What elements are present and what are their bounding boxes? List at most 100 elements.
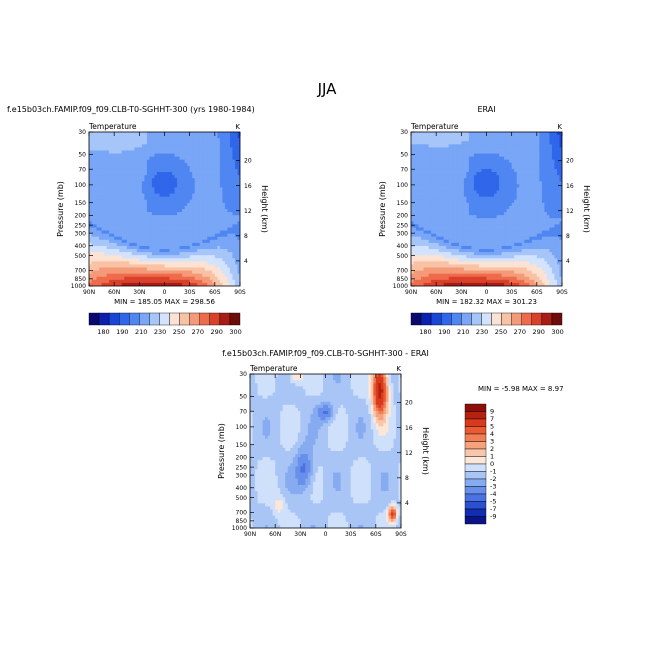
heatmap-cell [91, 258, 95, 262]
heatmap-cell [159, 239, 163, 244]
heatmap-cell [111, 138, 115, 142]
heatmap-cell [167, 138, 171, 142]
heatmap-cell [126, 227, 130, 232]
heatmap-cell [514, 193, 518, 198]
heatmap-cell [187, 245, 191, 250]
heatmap-cell [549, 159, 553, 164]
heatmap-cell [89, 258, 93, 262]
heatmap-cells [411, 132, 562, 286]
heatmap-cell [504, 202, 508, 207]
heatmap-cell [426, 202, 430, 207]
heatmap-cell [556, 193, 561, 198]
heatmap-cell [536, 209, 540, 213]
heatmap-cell [423, 141, 427, 145]
heatmap-cell [91, 224, 95, 229]
heatmap-cell [468, 153, 472, 158]
heatmap-cell [421, 153, 425, 158]
heatmap-cell [116, 156, 120, 161]
heatmap-cell [109, 282, 113, 286]
heatmap-cell [217, 215, 221, 219]
heatmap-cell [199, 147, 203, 152]
heatmap-cell [551, 135, 556, 139]
heatmap-cell [124, 221, 128, 225]
heatmap-cell [476, 202, 480, 207]
heatmap-cell [164, 224, 168, 229]
heatmap-cell [426, 212, 430, 216]
heatmap-cell [96, 236, 100, 241]
heatmap-cell [418, 205, 422, 210]
heatmap-cell [441, 209, 445, 213]
heatmap-cell [156, 261, 161, 266]
heatmap-cell [229, 224, 234, 229]
heatmap-cell [197, 249, 201, 253]
heatmap-cell [496, 209, 500, 213]
heatmap-cell [207, 159, 211, 164]
heatmap-cell [197, 245, 201, 250]
heatmap-cell [109, 279, 113, 284]
heatmap-cell [222, 202, 226, 207]
min-max-label: MIN = 185.05 MAX = 298.56 [114, 298, 215, 306]
heatmap-cell [99, 282, 103, 286]
heatmap-cell [111, 249, 115, 253]
heatmap-cell [192, 227, 196, 232]
heatmap-cell [544, 144, 548, 148]
heatmap-cell [496, 178, 500, 182]
heatmap-cell [91, 162, 95, 167]
heatmap-cell [197, 181, 201, 185]
heatmap-cell [483, 227, 488, 232]
heatmap-cell [443, 184, 447, 189]
heatmap-cell [179, 227, 183, 232]
heatmap-cell [541, 162, 545, 167]
heatmap-cell [436, 159, 440, 164]
heatmap-cell [119, 172, 123, 176]
heatmap-cell [214, 175, 218, 179]
heatmap-cell [187, 159, 191, 164]
heatmap-cell [489, 193, 493, 198]
heatmap-cell [114, 245, 118, 250]
heatmap-cell [146, 178, 150, 182]
heatmap-cell [219, 187, 223, 192]
heatmap-cell [559, 172, 562, 176]
heatmap-cell [149, 172, 153, 176]
heatmap-cell [172, 245, 176, 250]
heatmap-cell [234, 184, 239, 189]
heatmap-cell [214, 135, 218, 139]
heatmap-cell [506, 162, 510, 167]
heatmap-cell [536, 205, 540, 210]
heatmap-cell [468, 199, 472, 204]
heatmap-cell [104, 193, 108, 198]
heatmap-cell [224, 159, 229, 164]
heatmap-cell [164, 205, 168, 210]
heatmap-cell [156, 258, 161, 262]
heatmap-cell [214, 205, 218, 210]
heatmap-cell [473, 187, 478, 192]
heatmap-cell [106, 178, 110, 182]
heatmap-cell [554, 212, 558, 216]
heatmap-cell [556, 147, 561, 152]
heatmap-cell [179, 221, 183, 225]
heatmap-cell [556, 165, 561, 170]
heatmap-cell [159, 138, 163, 142]
heatmap-cell [139, 141, 143, 145]
heatmap-cell [96, 242, 100, 247]
heatmap-cell [131, 153, 135, 158]
heatmap-cell [197, 282, 201, 286]
heatmap-cell [96, 230, 100, 235]
heatmap-cell [159, 153, 163, 158]
heatmap-cell [234, 252, 239, 256]
heatmap-cell [473, 159, 478, 164]
heatmap-cell [529, 187, 533, 192]
heatmap-cell [494, 168, 498, 173]
heatmap-cell [539, 205, 543, 210]
heatmap-cell [446, 135, 450, 139]
heatmap-cell [154, 221, 158, 225]
heatmap-cell [227, 172, 231, 176]
heatmap-cell [164, 264, 168, 269]
heatmap-cell [438, 193, 442, 198]
heatmap-cell [234, 196, 239, 201]
colorbar-label: 230 [154, 328, 166, 336]
heatmap-cell [179, 156, 183, 161]
heatmap-cell [224, 221, 229, 225]
heatmap-cell [156, 199, 161, 204]
heatmap-cell [501, 202, 505, 207]
